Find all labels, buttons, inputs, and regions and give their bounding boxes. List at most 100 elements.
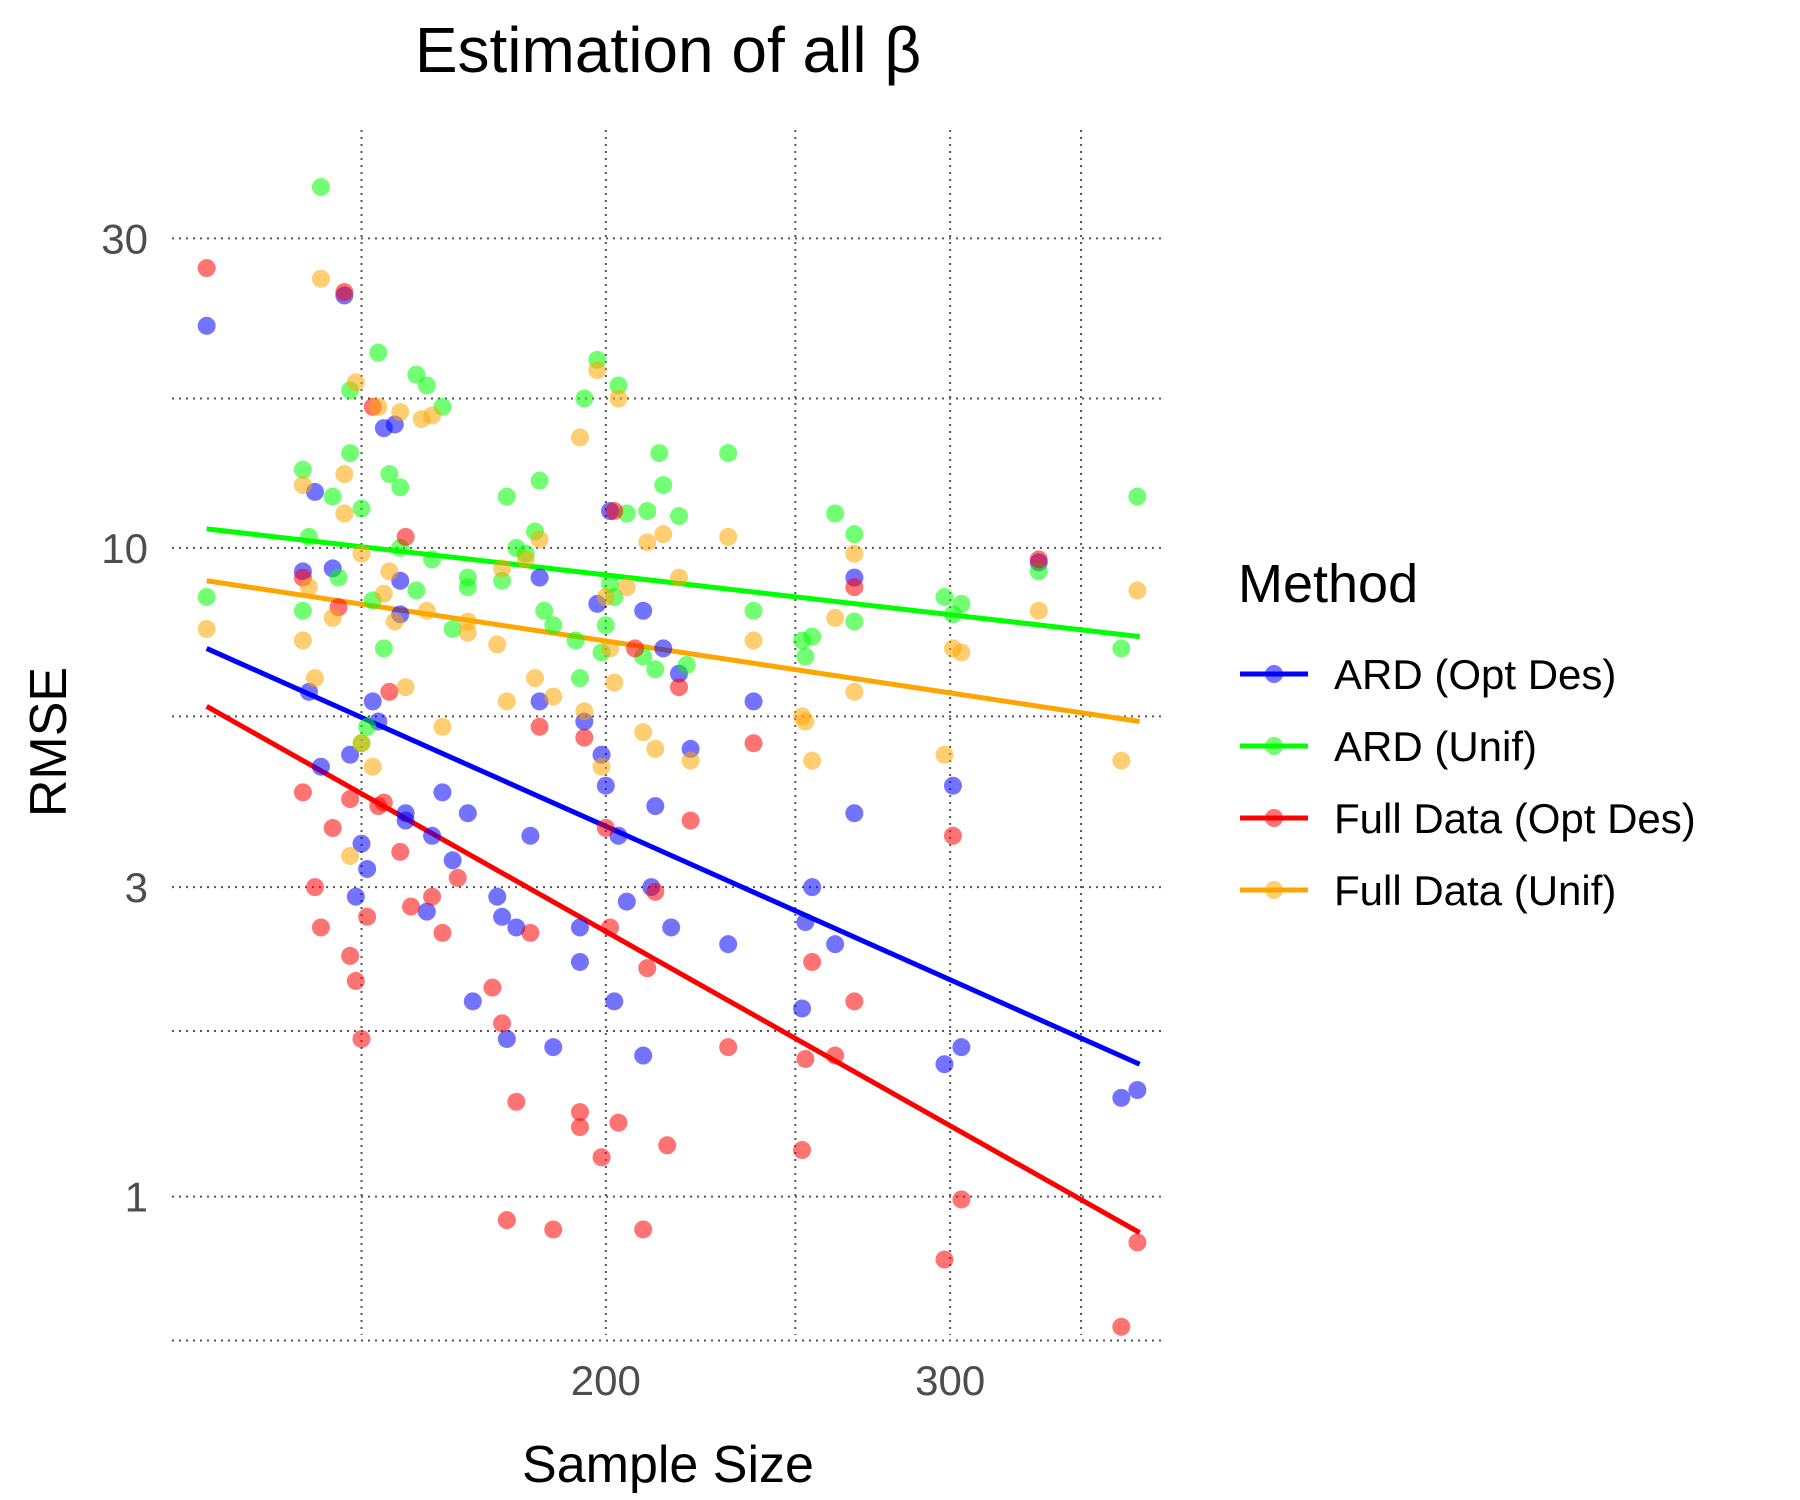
data-point	[311, 269, 330, 288]
data-point	[719, 935, 738, 954]
data-point	[433, 923, 452, 942]
data-point	[380, 465, 399, 484]
data-point	[935, 745, 954, 764]
trend-line	[206, 578, 1141, 725]
data-point	[323, 608, 342, 627]
data-point	[341, 946, 360, 965]
data-point	[654, 476, 673, 495]
data-point	[544, 1220, 563, 1239]
data-point	[346, 887, 365, 906]
data-point	[943, 826, 962, 845]
data-point	[311, 918, 330, 937]
data-point	[845, 612, 864, 631]
data-point	[845, 992, 864, 1011]
data-point	[493, 571, 512, 590]
data-point	[601, 639, 620, 658]
data-point	[793, 999, 812, 1018]
data-point	[374, 584, 393, 603]
data-point	[596, 776, 615, 795]
data-point	[530, 568, 549, 587]
data-point	[363, 757, 382, 776]
data-point	[1112, 639, 1131, 658]
data-point	[197, 259, 216, 278]
data-point	[744, 734, 763, 753]
data-point	[826, 935, 845, 954]
data-point	[433, 717, 452, 736]
data-point	[796, 1049, 815, 1068]
data-point	[497, 487, 516, 506]
data-point	[305, 669, 324, 688]
data-point	[329, 568, 348, 587]
data-point	[299, 578, 318, 597]
data-point	[1128, 581, 1147, 600]
data-point	[617, 892, 636, 911]
data-point	[493, 1014, 512, 1033]
data-point	[323, 819, 342, 838]
data-point	[803, 627, 822, 646]
data-point	[719, 444, 738, 463]
data-point	[570, 669, 589, 688]
axes: 1 3 10 30 200 300	[101, 215, 985, 1404]
data-point	[796, 647, 815, 666]
data-point	[423, 550, 442, 569]
data-point	[952, 643, 971, 662]
data-point	[654, 639, 673, 658]
data-point	[352, 499, 371, 518]
data-point	[488, 635, 507, 654]
data-point	[609, 1113, 628, 1132]
data-point	[401, 897, 420, 916]
data-point	[638, 533, 657, 552]
legend-marker	[1265, 809, 1283, 827]
data-point	[497, 692, 516, 711]
data-point	[1029, 601, 1048, 620]
data-point	[507, 918, 526, 937]
data-point	[417, 601, 436, 620]
data-point	[530, 471, 549, 490]
data-point	[1112, 751, 1131, 770]
legend-label: Full Data (Unif)	[1334, 867, 1616, 914]
data-point	[521, 923, 540, 942]
data-point	[719, 1038, 738, 1057]
y-tick-label: 30	[101, 215, 148, 262]
data-point	[575, 389, 594, 408]
data-point	[935, 1250, 954, 1269]
data-point	[544, 687, 563, 706]
legend-label: ARD (Opt Des)	[1334, 651, 1616, 698]
data-point	[570, 1103, 589, 1122]
data-point	[530, 692, 549, 711]
data-point	[385, 612, 404, 631]
legend-title: Method	[1238, 554, 1418, 614]
data-point	[1112, 1088, 1131, 1107]
data-point	[575, 702, 594, 721]
legend-marker	[1265, 665, 1283, 683]
legend-label: ARD (Unif)	[1334, 723, 1537, 770]
data-point	[1128, 487, 1147, 506]
data-point	[311, 178, 330, 197]
data-point	[609, 376, 628, 395]
data-point	[391, 842, 410, 861]
data-point	[443, 851, 462, 870]
data-point	[341, 444, 360, 463]
data-point	[570, 1118, 589, 1137]
data-point	[646, 797, 665, 816]
legend-item: Full Data (Opt Des)	[1240, 795, 1696, 842]
data-point	[845, 682, 864, 701]
data-point	[592, 757, 611, 776]
data-point	[646, 739, 665, 758]
data-point	[530, 530, 549, 549]
data-point	[458, 578, 477, 597]
y-tick-label: 10	[101, 525, 148, 572]
data-point	[1128, 1081, 1147, 1100]
legend-marker	[1265, 881, 1283, 899]
data-point	[443, 619, 462, 638]
data-point	[197, 588, 216, 607]
data-point	[658, 1136, 677, 1155]
data-point	[570, 952, 589, 971]
data-point	[605, 992, 624, 1011]
data-point	[570, 918, 589, 937]
data-point	[521, 826, 540, 845]
data-point	[638, 502, 657, 521]
data-point	[352, 544, 371, 563]
data-point	[744, 631, 763, 650]
data-point	[293, 460, 312, 479]
